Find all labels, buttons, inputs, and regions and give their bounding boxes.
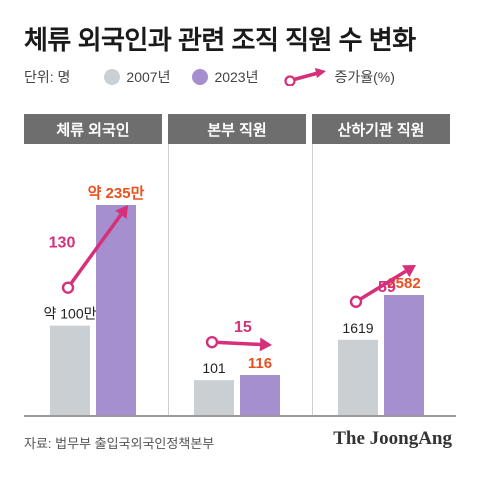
growth-arrow-start <box>205 335 219 349</box>
growth-arrow-shaft <box>355 269 407 304</box>
growth-arrow-shaft <box>66 213 123 289</box>
baseline <box>24 415 456 417</box>
growth-arrow-start <box>61 281 75 294</box>
growth-arrow-head <box>115 205 128 219</box>
source-note: 자료: 법무부 출입국외국인정책본부 <box>24 436 215 451</box>
growth-arrow-start <box>349 295 363 308</box>
chart-title: 체류 외국인과 관련 조직 직원 수 변화 <box>24 25 416 55</box>
growth-label: 130 <box>49 235 76 252</box>
legend-item-2023: 2023년 <box>192 67 258 87</box>
panel-plot: 101 116 15 <box>194 319 280 415</box>
panel-affiliate-staff: 산하기관 직원 1619 2582 59 <box>312 114 456 416</box>
bar-2023년 <box>384 295 424 415</box>
panel-hq-staff: 본부 직원 101 116 15 <box>168 114 313 416</box>
growth-arrow-icon <box>284 68 327 86</box>
growth-arrow-head <box>402 265 416 278</box>
growth-label: 59 <box>378 279 396 296</box>
bar-2007년 <box>338 339 378 415</box>
growth-arrow-shaft <box>211 340 261 347</box>
legend-label-growth: 증가율(%) <box>334 69 395 85</box>
legend-item-growth: 증가율(%) <box>284 67 395 87</box>
unit-label: 단위: 명 <box>24 69 71 85</box>
panel-title: 산하기관 직원 <box>312 114 450 144</box>
bar-2023년 <box>240 375 280 415</box>
growth-label: 15 <box>234 319 252 336</box>
growth-arrow-head <box>259 337 272 352</box>
legend-swatch-2007 <box>104 69 121 85</box>
publisher-logo: The JoongAng <box>333 428 452 449</box>
legend-swatch-2023 <box>192 69 209 85</box>
panel-title: 체류 외국인 <box>24 114 162 144</box>
value-label-2007년: 1619 <box>342 320 373 336</box>
legend: 단위: 명 2007년 2023년 증가율(%) <box>24 66 395 88</box>
panel-plot: 약 100만 약 235만 130 <box>43 184 145 415</box>
value-label-2007년: 약 100만 <box>43 306 96 322</box>
bar-2007년 <box>194 380 234 415</box>
bar-2023년 <box>96 205 136 415</box>
legend-label-2007: 2007년 <box>126 69 171 85</box>
bar-2007년 <box>50 325 90 415</box>
legend-label-2023: 2023년 <box>214 69 259 85</box>
value-label-2007년: 101 <box>202 360 226 376</box>
legend-item-2007: 2007년 <box>104 67 170 87</box>
value-label-2023년: 116 <box>248 355 272 372</box>
panel-title: 본부 직원 <box>168 114 306 144</box>
panel-foreign-residents: 체류 외국인 약 100만 약 235만 130 <box>24 114 169 416</box>
value-label-2023년: 약 235만 <box>88 184 145 202</box>
